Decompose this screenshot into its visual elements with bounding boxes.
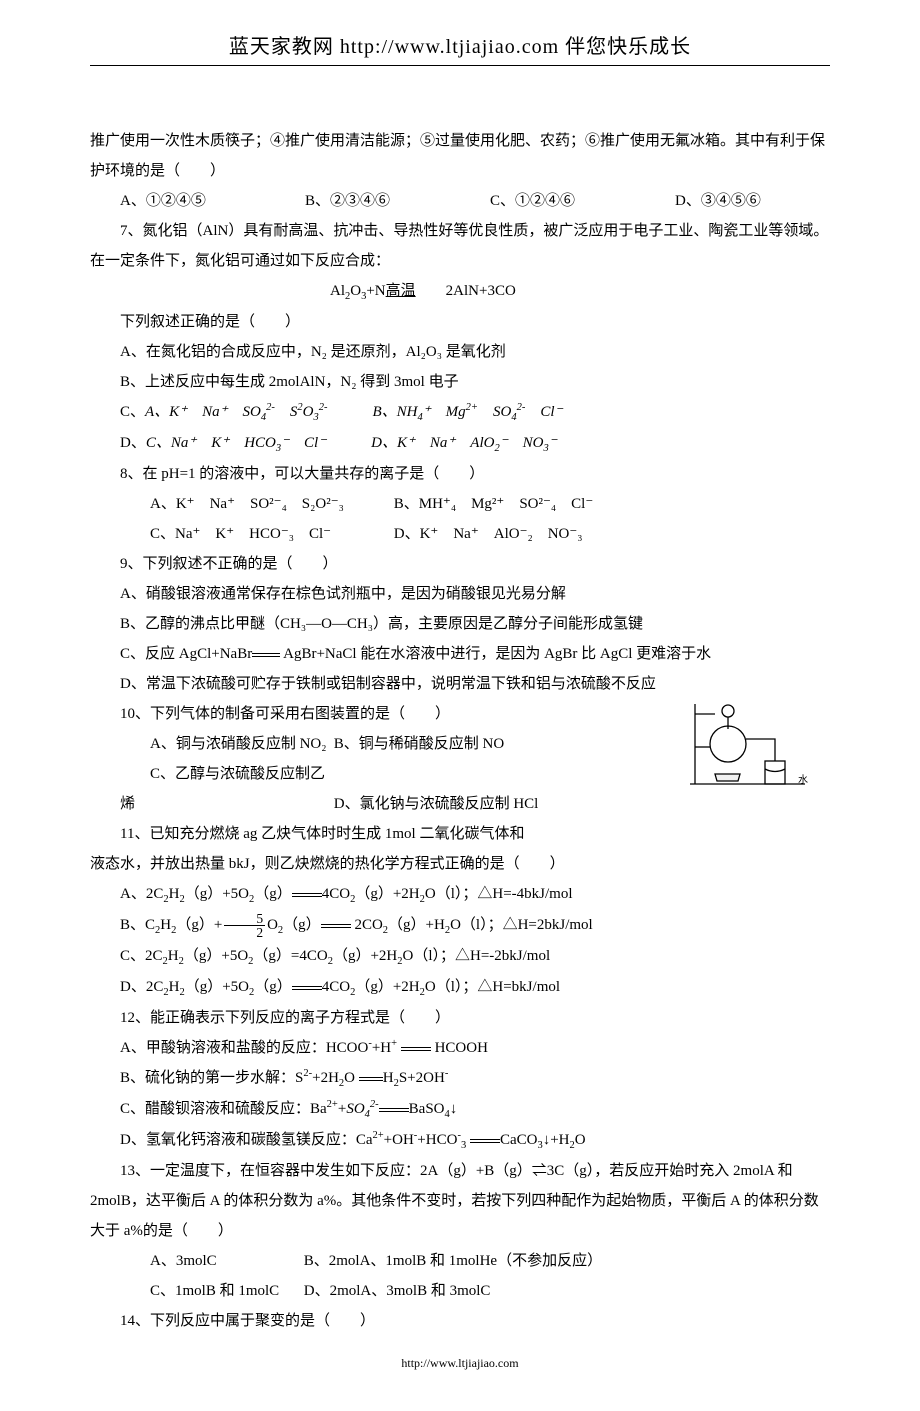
q7-stem2: 下列叙述正确的是（ ） bbox=[90, 307, 830, 337]
q10-opt-a: A、铜与浓硝酸反应制 NO₂ bbox=[120, 729, 330, 759]
q13-row1: A、3molC B、2molA、1molB 和 1molHe（不参加反应） bbox=[90, 1246, 830, 1276]
q8-stem: 8、在 pH=1 的溶液中，可以大量共存的离子是（ ） bbox=[90, 459, 830, 489]
q12-stem: 12、能正确表示下列反应的离子方程式是（ ） bbox=[90, 1003, 830, 1033]
q12-opt-c: C、醋酸钡溶液和硫酸反应：Ba2++SO42-BaSO4↓ bbox=[90, 1094, 830, 1125]
q9-opt-c: C、反应 AgCl+NaBr AgBr+NaCl 能在水溶液中进行，是因为 Ag… bbox=[90, 639, 830, 669]
q10-opt-c: C、乙醇与浓硫酸反应制乙烯 bbox=[120, 759, 330, 819]
q13-stem: 13、一定温度下，在恒容器中发生如下反应：2A（g）+B（g）⇌3C（g），若反… bbox=[90, 1156, 830, 1246]
q9-opt-a: A、硝酸银溶液通常保存在棕色试剂瓶中，是因为硝酸银见光易分解 bbox=[90, 579, 830, 609]
q8-opt-c: C、Na⁺ K⁺ HCO⁻₃ Cl⁻ bbox=[120, 519, 390, 549]
q11-opt-c: C、2C2H2（g）+5O2（g）=4CO2（g）+2H2O（l）；△H=-2b… bbox=[90, 941, 830, 972]
q14-stem: 14、下列反应中属于聚变的是（ ） bbox=[90, 1306, 830, 1336]
q11-opt-b: B、C2H2（g）+52O2（g） 2CO2（g）+H2O（l）；△H=2bkJ… bbox=[90, 910, 830, 941]
q13-opt-a: A、3molC bbox=[120, 1246, 300, 1276]
q7-opt-b: B、上述反应中每生成 2molAlN，N₂ 得到 3mol 电子 bbox=[90, 367, 830, 397]
q7-stem1: 7、氮化铝（AlN）具有耐高温、抗冲击、导热性好等优良性质，被广泛应用于电子工业… bbox=[90, 216, 830, 276]
q9-opt-b: B、乙醇的沸点比甲醚（CH₃—O—CH₃）高，主要原因是乙醇分子间能形成氢键 bbox=[90, 609, 830, 639]
q8-row1: A、K⁺ Na⁺ SO²⁻₄ S₂O²⁻₃ B、MH⁺₄ Mg²⁺ SO²⁻₄ … bbox=[90, 489, 830, 519]
q11-opt-d: D、2C2H2（g）+5O2（g）4CO2（g）+2H2O（l）；△H=bkJ/… bbox=[90, 972, 830, 1003]
q6-intro: 推广使用一次性木质筷子；④推广使用清洁能源；⑤过量使用化肥、农药；⑥推广使用无氟… bbox=[90, 126, 830, 186]
q6-opt-c: C、①②④⑥ bbox=[460, 186, 645, 216]
q11-stem2: 液态水，并放出热量 bkJ，则乙炔燃烧的热化学方程式正确的是（ ） bbox=[90, 849, 830, 879]
svg-text:水: 水 bbox=[798, 774, 808, 786]
q7-opt-c-img: C、A、K⁺ Na⁺ SO42- S2O32- B、NH4⁺ Mg2+ SO42… bbox=[90, 397, 830, 428]
q9-opt-d: D、常温下浓硫酸可贮存于铁制或铝制容器中，说明常温下铁和铝与浓硫酸不反应 bbox=[90, 669, 830, 699]
apparatus-diagram: 水 bbox=[680, 699, 810, 794]
q12-opt-d: D、氢氧化钙溶液和碳酸氢镁反应：Ca2++OH-+HCO-3 CaCO3↓+H2… bbox=[90, 1125, 830, 1156]
q8-opt-d: D、K⁺ Na⁺ AlO⁻₂ NO⁻₃ bbox=[394, 526, 583, 542]
q10-opt-d: D、氯化钠与浓硫酸反应制 HCl bbox=[334, 796, 539, 812]
q13-opt-d: D、2molA、3molB 和 3molC bbox=[304, 1283, 491, 1299]
q11-stem1: 11、已知充分燃烧 ag 乙炔气体时时生成 1mol 二氧化碳气体和 bbox=[90, 819, 830, 849]
q8-opt-a: A、K⁺ Na⁺ SO²⁻₄ S₂O²⁻₃ bbox=[120, 489, 390, 519]
q12-opt-a: A、甲酸钠溶液和盐酸的反应：HCOO-+H+ HCOOH bbox=[90, 1033, 830, 1063]
q13-opt-b: B、2molA、1molB 和 1molHe（不参加反应） bbox=[304, 1253, 602, 1269]
q8-opt-b: B、MH⁺₄ Mg²⁺ SO²⁻₄ Cl⁻ bbox=[394, 496, 593, 512]
q9-stem: 9、下列叙述不正确的是（ ） bbox=[90, 549, 830, 579]
q11-opt-a: A、2C2H2（g）+5O2（g）4CO2（g）+2H2O（l）；△H=-4bk… bbox=[90, 879, 830, 910]
q6-opt-b: B、②③④⑥ bbox=[275, 186, 460, 216]
content-block: 推广使用一次性木质筷子；④推广使用清洁能源；⑤过量使用化肥、农药；⑥推广使用无氟… bbox=[90, 126, 830, 1336]
q8-row2: C、Na⁺ K⁺ HCO⁻₃ Cl⁻ D、K⁺ Na⁺ AlO⁻₂ NO⁻₃ bbox=[90, 519, 830, 549]
q7-opt-a: A、在氮化铝的合成反应中，N₂ 是还原剂，Al₂O₃ 是氧化剂 bbox=[90, 337, 830, 367]
q12-opt-b: B、硫化钠的第一步水解：S2-+2H2O H2S+2OH- bbox=[90, 1063, 830, 1094]
q6-options: A、①②④⑤ B、②③④⑥ C、①②④⑥ D、③④⑤⑥ bbox=[90, 186, 830, 216]
page-footer: http://www.ltjiajiao.com bbox=[90, 1356, 830, 1371]
page-header: 蓝天家教网 http://www.ltjiajiao.com 伴您快乐成长 bbox=[90, 30, 830, 66]
q7-reaction: Al2O3+N高温 2AlN+3CO bbox=[90, 276, 830, 307]
q7-opt-d-img: D、C、Na⁺ K⁺ HCO3⁻ Cl⁻ D、K⁺ Na⁺ AlO2⁻ NO3⁻ bbox=[90, 428, 830, 459]
page-root: 蓝天家教网 http://www.ltjiajiao.com 伴您快乐成长 推广… bbox=[0, 0, 920, 1411]
q6-opt-a: A、①②④⑤ bbox=[90, 186, 275, 216]
q6-opt-d: D、③④⑤⑥ bbox=[645, 186, 830, 216]
q10-opt-b: B、铜与稀硝酸反应制 NO bbox=[334, 736, 504, 752]
